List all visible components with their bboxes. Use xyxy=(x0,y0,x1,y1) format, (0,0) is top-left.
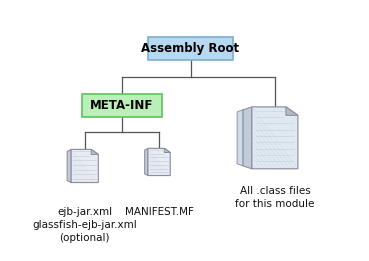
Text: Assembly Root: Assembly Root xyxy=(141,42,239,55)
Text: All .class files
for this module: All .class files for this module xyxy=(235,186,315,209)
Polygon shape xyxy=(67,149,71,182)
Polygon shape xyxy=(91,149,98,155)
FancyBboxPatch shape xyxy=(148,37,234,60)
Polygon shape xyxy=(71,149,98,182)
Polygon shape xyxy=(252,107,298,169)
Text: META-INF: META-INF xyxy=(90,99,154,112)
Polygon shape xyxy=(243,107,252,169)
Polygon shape xyxy=(145,148,148,176)
Text: ejb-jar.xml
glassfish-ejb-jar.xml
(optional): ejb-jar.xml glassfish-ejb-jar.xml (optio… xyxy=(32,207,137,243)
Text: MANIFEST.MF: MANIFEST.MF xyxy=(125,207,193,217)
FancyBboxPatch shape xyxy=(82,94,162,117)
Polygon shape xyxy=(164,148,170,152)
Polygon shape xyxy=(286,107,298,115)
Polygon shape xyxy=(148,148,170,176)
Polygon shape xyxy=(237,110,243,166)
